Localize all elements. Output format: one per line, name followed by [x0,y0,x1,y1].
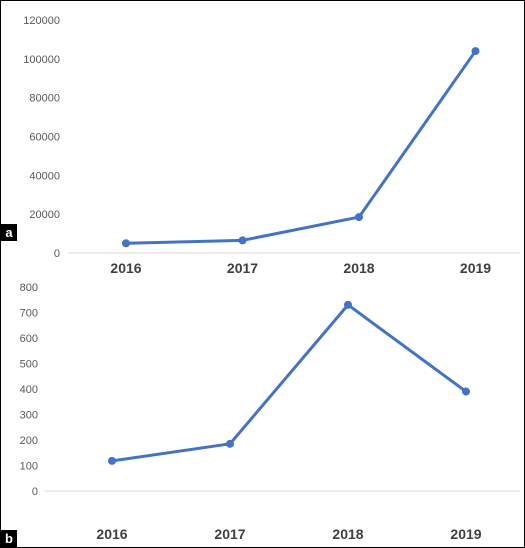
y-tick-label: 100 [20,461,38,473]
data-point [108,456,116,465]
data-point [226,439,234,448]
x-tick-label: 2016 [96,526,127,542]
y-tick-label: 600 [20,333,38,345]
data-point [462,387,470,396]
y-tick-label: 80000 [29,93,60,105]
data-point [122,239,130,248]
x-tick-label: 2019 [450,526,481,542]
y-tick-label: 40000 [29,170,60,182]
x-tick-label: 2016 [110,260,141,276]
data-point [344,300,352,309]
data-point [355,213,363,222]
panel-label-b-bg [1,530,17,547]
y-tick-label: 500 [20,359,38,371]
series-line [124,49,477,245]
chart-panel-b: 0 100 200 300 400 500 600 700 800 2016 2017 2018 20… [1,282,520,547]
y-tick-label: 100000 [23,54,60,66]
y-tick-label: 120000 [23,15,60,27]
panel-label-a: a [1,224,17,241]
y-tick-label: 700 [20,308,38,320]
data-point [471,47,480,56]
y-tick-label: 0 [54,248,60,260]
panel-label-a-bg [1,224,17,241]
y-tick-label: 60000 [29,132,60,144]
x-tick-label: 2018 [332,526,363,542]
panel-label-b: b [1,530,17,547]
panel-label-b-text: b [5,531,13,546]
x-tick-label: 2018 [343,260,374,276]
x-tick-label: 2019 [460,260,491,276]
chart-panel-a: 0 20000 40000 60000 80000 100000 120000 2016 20… [1,15,520,276]
y-tick-label: 300 [20,410,38,422]
y-tick-label: 200 [20,435,38,447]
panel-label-a-text: a [5,225,13,240]
y-tick-label: 400 [20,384,38,396]
y-tick-label: 800 [20,282,38,294]
series-line [110,303,468,463]
x-tick-label: 2017 [214,526,245,542]
data-point [238,236,247,245]
x-tick-label: 2017 [227,260,258,276]
y-tick-label: 0 [32,486,38,498]
y-tick-label: 20000 [29,209,60,221]
